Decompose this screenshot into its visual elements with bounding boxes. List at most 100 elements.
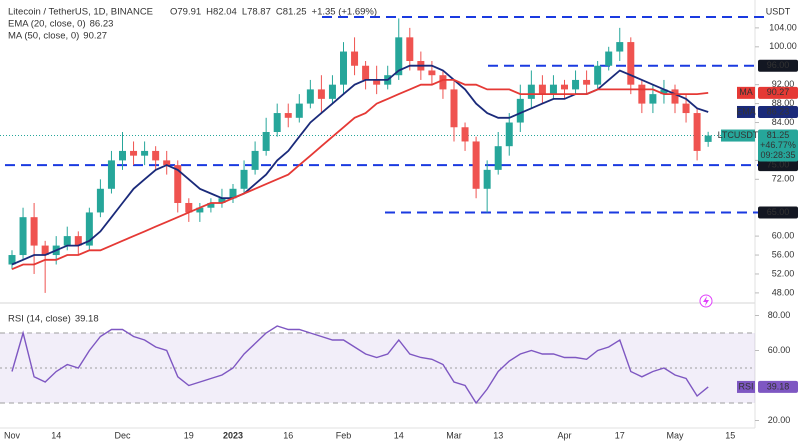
candle-body [74, 236, 82, 246]
change-label: +46.77% [760, 140, 796, 150]
y-tick-label: 52.00 [772, 268, 795, 278]
x-tick-label: 19 [184, 430, 194, 440]
y-tick-label: 92.00 [772, 79, 795, 89]
x-tick-label: Feb [336, 430, 352, 440]
candle-body [196, 207, 204, 213]
y-tick-label: 88.00 [772, 98, 795, 108]
level-label-box [758, 159, 798, 172]
candle-body [472, 141, 480, 189]
candle-body [538, 84, 546, 95]
y-tick-label: 48.00 [772, 287, 795, 297]
ohlc-value: H82.04 [206, 7, 237, 18]
legend-value: 86.23 [90, 19, 114, 30]
candle-body [273, 113, 281, 132]
level-label-box [758, 206, 798, 219]
candle-body [594, 65, 602, 85]
value-box [758, 86, 798, 99]
candle-body [229, 188, 237, 199]
price-label: 81.25 [767, 130, 790, 140]
candle-body [627, 42, 635, 85]
tag-label: EMA [736, 106, 756, 116]
level-label-box [758, 59, 798, 72]
value-label: 39.18 [767, 381, 790, 391]
candle-body [561, 84, 568, 90]
ohlc-value: C81.25 [276, 7, 307, 18]
candle-body [8, 255, 16, 265]
legend-name: EMA (20, close, 0) [8, 19, 86, 30]
candle-body [616, 42, 624, 52]
candle-body [262, 131, 270, 151]
candle-body [295, 103, 303, 118]
candle-body [505, 122, 513, 147]
candle-body [395, 37, 403, 76]
indicator-line [11, 79, 709, 271]
candle-body [362, 65, 370, 80]
value-box [758, 105, 798, 118]
candle-body [107, 160, 115, 189]
chart-title: Litecoin / TetherUS, 1D, BINANCE [8, 7, 153, 18]
ohlc-value: +1.35 (+1.69%) [312, 7, 378, 18]
symbol-box [721, 129, 755, 142]
candle-body [185, 202, 193, 213]
candle-body [516, 98, 524, 123]
candle-body [163, 160, 171, 166]
candle-body [572, 79, 580, 90]
legend-value: 90.27 [83, 31, 107, 42]
candle-body [428, 70, 436, 76]
candle-body [450, 89, 458, 128]
candle-body [30, 217, 38, 246]
ohlc-value: L78.87 [242, 7, 271, 18]
candle-body [583, 79, 591, 85]
candle-body [96, 188, 104, 213]
candle-body [340, 51, 347, 85]
candle-body [649, 94, 657, 104]
candle-body [240, 169, 248, 189]
x-tick-label: May [666, 430, 684, 440]
y-tick-label: 100.00 [769, 41, 797, 51]
candle-body [284, 113, 292, 118]
event-icon-bolt [703, 296, 709, 306]
candle-body [483, 169, 491, 189]
currency: USDT [766, 6, 791, 16]
candle-body [218, 198, 226, 203]
x-tick-label: 16 [283, 430, 293, 440]
candle-body [693, 113, 701, 151]
x-tick-label: Apr [557, 430, 571, 440]
y-tick-label: 60.00 [772, 230, 795, 240]
candle-body [682, 103, 690, 114]
x-tick-label: Dec [114, 430, 131, 440]
legend-value: 39.18 [75, 314, 99, 325]
candle-body [494, 146, 502, 170]
candle-body [461, 127, 469, 142]
y-tick-label: 56.00 [772, 249, 795, 259]
candle-body [306, 89, 314, 104]
candle-body [41, 245, 49, 256]
x-tick-label: Mar [446, 430, 462, 440]
x-tick-label: 15 [725, 430, 735, 440]
candle-body [328, 84, 336, 99]
countdown-label: 09:28:35 [760, 150, 795, 160]
candle-body [141, 150, 149, 156]
y-tick-label: 60.00 [768, 345, 791, 355]
candle-body [704, 135, 712, 142]
level-label: 75.00 [767, 159, 790, 169]
legend-name: MA (50, close, 0) [8, 31, 79, 42]
candle-body [317, 89, 325, 99]
x-tick-label: 17 [615, 430, 625, 440]
candle-body [373, 79, 381, 85]
rsi-line [11, 325, 709, 405]
candle-body [174, 165, 182, 203]
candle-body [406, 37, 414, 62]
y-tick-label: 104.00 [769, 22, 797, 32]
tag-box [737, 105, 755, 118]
x-tick-label: Nov [4, 430, 21, 440]
candle-body [152, 150, 160, 161]
x-tick-label: 2023 [223, 430, 243, 440]
candle-body [119, 150, 126, 161]
tag-label: MA [739, 87, 753, 97]
tag-box [737, 380, 755, 393]
candle-body [638, 84, 646, 104]
ohlc-value: O79.91 [170, 7, 201, 18]
candle-body [605, 51, 613, 66]
